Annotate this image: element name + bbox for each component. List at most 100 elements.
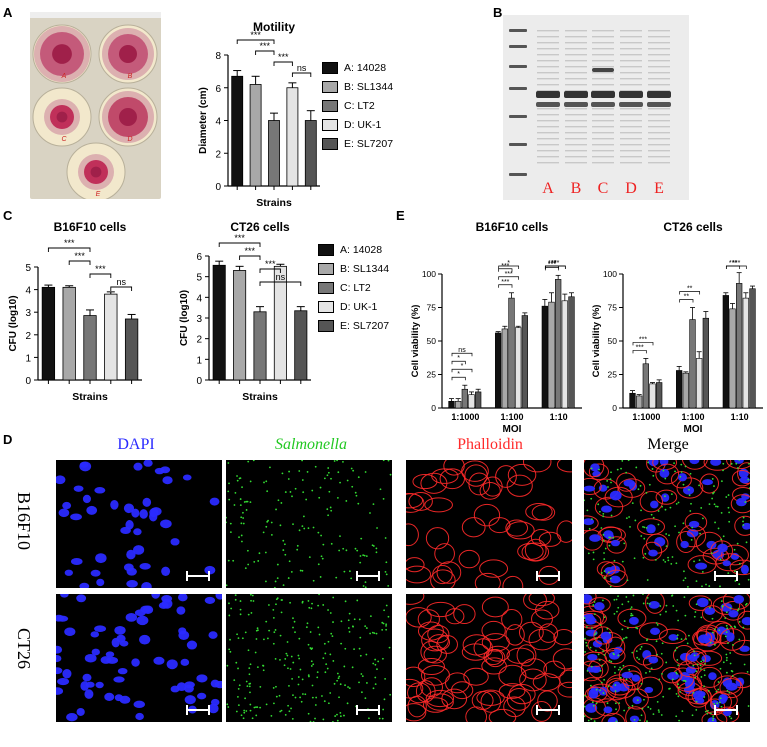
minor-band xyxy=(648,156,670,158)
bacterium xyxy=(693,650,696,653)
bacterium xyxy=(292,694,294,697)
bacterium xyxy=(710,552,713,555)
bar xyxy=(461,388,468,409)
bacterium xyxy=(385,628,388,631)
nucleus xyxy=(688,520,700,528)
bacterium xyxy=(336,719,339,722)
legend-label: E: SL7207 xyxy=(344,137,394,150)
nucleus xyxy=(720,602,733,612)
bacterium xyxy=(247,460,250,463)
minor-band xyxy=(648,84,670,86)
bacterium xyxy=(339,481,341,484)
panel-label-b: B xyxy=(493,5,503,20)
bacterium xyxy=(593,613,596,616)
bacterium xyxy=(389,473,392,476)
nucleus xyxy=(642,650,652,660)
bacterium xyxy=(690,539,693,541)
bacterium xyxy=(339,535,341,538)
bacterium xyxy=(719,697,722,700)
actin-outline xyxy=(593,626,613,645)
bacterium xyxy=(585,644,588,647)
bacterium xyxy=(336,679,339,682)
significance-bracket xyxy=(451,376,466,381)
bacterium xyxy=(381,621,384,624)
nucleus xyxy=(160,519,172,529)
minor-band xyxy=(648,42,670,44)
minor-band xyxy=(537,138,559,140)
bacterium xyxy=(245,710,248,712)
bacterium xyxy=(730,462,733,465)
bacterium xyxy=(661,672,663,675)
dish-label: B xyxy=(128,73,133,80)
bacterium xyxy=(343,665,346,668)
legend-motility: A: 14028 B: SL1344 C: LT2 D: UK-1 E: SL7207 xyxy=(322,58,393,153)
bacterium xyxy=(263,638,265,641)
bacterium xyxy=(744,501,747,503)
bacterium xyxy=(275,695,278,698)
bacterium xyxy=(679,475,682,478)
actin-outline xyxy=(506,474,533,497)
bacterium xyxy=(384,537,387,539)
legend-item: C: LT2 xyxy=(322,96,393,115)
bacterium xyxy=(655,622,658,624)
significance-label: *** xyxy=(250,30,261,40)
actin-outline xyxy=(528,594,555,607)
major-band xyxy=(619,91,643,98)
minor-band xyxy=(592,30,614,32)
bacterium xyxy=(607,571,610,574)
significance-label: *** xyxy=(74,251,85,261)
actin-outline xyxy=(476,689,505,706)
bacterium xyxy=(283,664,286,667)
bacterium xyxy=(314,704,317,706)
nucleus xyxy=(62,501,72,510)
bacterium xyxy=(338,549,341,552)
bacterium xyxy=(318,496,321,499)
bar xyxy=(742,297,749,409)
actin-outline xyxy=(488,708,517,722)
bacterium xyxy=(289,668,292,670)
bacterium xyxy=(738,583,741,586)
bacterium xyxy=(301,600,304,603)
bacterium xyxy=(713,643,716,646)
bacterium xyxy=(383,698,386,701)
bacterium xyxy=(656,653,658,656)
bacterium xyxy=(712,715,715,717)
actin-outline xyxy=(458,549,480,569)
lane-label: C xyxy=(598,180,609,197)
bacterium xyxy=(642,602,645,605)
nucleus xyxy=(84,653,97,663)
bacterium xyxy=(682,679,685,682)
minor-band xyxy=(592,36,614,38)
bacterium xyxy=(702,517,704,520)
nucleus xyxy=(612,681,622,692)
bacterium xyxy=(327,467,330,469)
bacterium xyxy=(348,687,351,690)
y-axis-label: CFU (log10) xyxy=(179,290,190,346)
y-axis-label: Cell viability (%) xyxy=(410,305,421,378)
minor-band xyxy=(537,126,559,128)
bar xyxy=(649,383,656,409)
significance-label: ** xyxy=(684,294,690,301)
nucleus xyxy=(114,694,124,702)
bacterium xyxy=(703,685,706,688)
significance-bracket xyxy=(498,284,513,288)
bacterium xyxy=(307,643,310,646)
bacterium xyxy=(248,685,251,688)
bacterium xyxy=(323,642,326,645)
bacterium xyxy=(683,679,686,682)
bacterium xyxy=(619,676,622,679)
bacterium xyxy=(252,600,255,602)
bacterium xyxy=(617,668,620,671)
bacterium xyxy=(240,714,243,717)
y-tick-label: 8 xyxy=(215,51,221,62)
bacterium xyxy=(606,480,609,482)
minor-band xyxy=(592,90,614,92)
bacterium xyxy=(299,569,302,572)
bacterium xyxy=(711,617,714,620)
significance-bracket xyxy=(679,291,701,295)
nucleus xyxy=(679,652,692,662)
bacterium xyxy=(709,712,712,715)
nucleus xyxy=(736,498,747,507)
bacterium xyxy=(593,601,596,603)
actin-outline xyxy=(417,657,445,675)
